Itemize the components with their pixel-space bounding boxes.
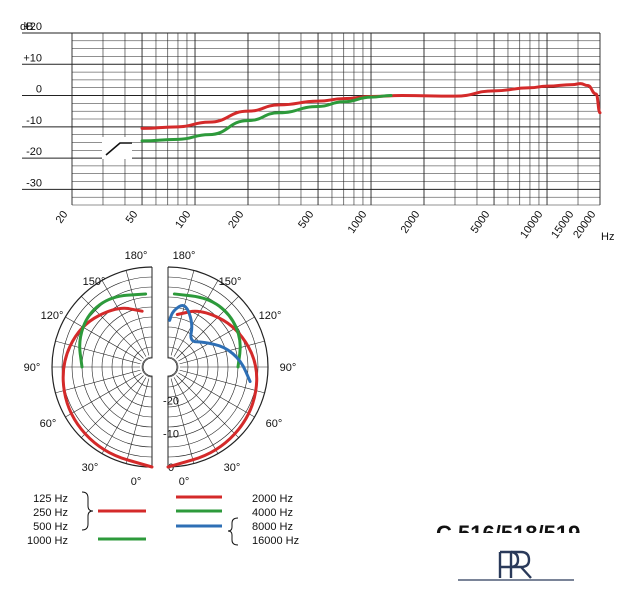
x-tick-label: 20000	[571, 209, 598, 241]
x-tick-label: 500	[296, 209, 316, 231]
x-tick-label: 50	[124, 209, 141, 226]
polar-pattern-chart: 180° 180° 150° 150° 120° 120° 90° 90° 60° 60° 30° 3…	[24, 250, 297, 488]
x-tick-label: 10000	[518, 209, 545, 241]
y-tick-label: -10	[26, 115, 42, 127]
polar-spoke	[101, 280, 147, 357]
polar-angle-label: 30°	[224, 462, 241, 474]
legend-brace-left	[81, 491, 94, 531]
polar-right-curve-2	[168, 304, 252, 383]
polar-right-half	[167, 266, 269, 468]
legend-label-right: 4000 Hz	[252, 507, 293, 519]
polar-right-curve-0	[166, 309, 259, 469]
polar-angle-label: 0°	[131, 476, 142, 488]
frequency-grid	[22, 32, 601, 206]
polar-angle-label: 120°	[259, 310, 282, 322]
x-tick-label: 20	[54, 209, 71, 226]
polar-spoke	[178, 372, 255, 418]
legend-label-left: 1000 Hz	[27, 535, 68, 547]
polar-angle-label: 180°	[173, 250, 196, 262]
x-axis-unit: Hz	[601, 231, 614, 243]
polar-angle-label: 90°	[24, 362, 41, 374]
x-tick-label: 100	[173, 209, 193, 231]
polar-angle-label: 90°	[280, 362, 297, 374]
polar-ring	[141, 356, 153, 378]
polar-spoke	[65, 316, 142, 362]
polar-radial-label: -20	[163, 395, 179, 407]
polar-spoke	[179, 369, 265, 394]
y-tick-label: -30	[26, 177, 42, 189]
polar-angle-label: 60°	[40, 418, 57, 430]
polar-gap-center	[152, 357, 168, 377]
legend-label-right: 8000 Hz	[252, 521, 293, 533]
branding: C 516/518/519	[430, 521, 600, 581]
x-tick-label: 1000	[346, 209, 370, 236]
legend-label-left: 125 Hz	[33, 493, 68, 505]
frequency-series-line-0	[140, 82, 602, 130]
polar-left-curve-1	[78, 292, 148, 369]
polar-spoke	[125, 270, 150, 356]
y-tick-label: 0	[36, 84, 42, 96]
polar-spoke	[176, 375, 239, 438]
y-tick-label: +20	[23, 21, 42, 33]
legend-label-right: 2000 Hz	[252, 493, 293, 505]
polar-angle-label: 0°	[179, 476, 190, 488]
polar-spoke	[101, 377, 147, 454]
polar-left-curve-0	[61, 306, 154, 469]
polar-left-half	[51, 266, 153, 468]
y-tick-label: -20	[26, 146, 42, 158]
low-cut-filter-icon	[102, 137, 132, 159]
polar-spoke	[81, 375, 144, 438]
title-mask	[430, 533, 600, 547]
frequency-response-chart: +20 +10 0 -10 -20 -30 dB 20 50 100 200 500 1000 2000 5…	[20, 21, 614, 243]
frequency-series-line-1	[140, 94, 393, 143]
polar-spoke	[55, 369, 141, 394]
x-tick-label: 5000	[469, 209, 493, 236]
legend-label-right: 16000 Hz	[252, 535, 299, 547]
akg-logo-icon	[458, 550, 574, 581]
x-tick-label: 200	[226, 209, 246, 231]
legend-label-left: 250 Hz	[33, 507, 68, 519]
polar-spoke	[170, 378, 195, 464]
y-tick-label: +10	[23, 52, 42, 64]
x-tick-label: 2000	[399, 209, 423, 236]
polar-angle-label: 150°	[83, 276, 106, 288]
polar-spoke	[173, 377, 219, 454]
polar-spoke	[178, 316, 255, 362]
polar-spoke	[81, 296, 144, 359]
polar-angle-label: 60°	[266, 418, 283, 430]
legend: 125 Hz 250 Hz 500 Hz 1000 Hz 2000 Hz 4000 Hz 8…	[27, 491, 299, 547]
polar-spoke	[176, 296, 239, 359]
polar-angle-label: 120°	[41, 310, 64, 322]
polar-angle-label: 180°	[125, 250, 148, 262]
polar-angle-label: 150°	[219, 276, 242, 288]
polar-spoke	[65, 372, 142, 418]
y-axis-label: dB	[20, 21, 33, 33]
legend-brace-right	[227, 517, 239, 546]
legend-label-left: 500 Hz	[33, 521, 68, 533]
polar-ring	[167, 356, 179, 378]
polar-angle-label: 30°	[82, 462, 99, 474]
polar-spoke	[179, 340, 265, 365]
polar-spoke	[173, 280, 219, 357]
polar-radial-label: -10	[163, 429, 179, 441]
polar-radial-label: 0	[168, 462, 174, 474]
polar-spoke	[125, 378, 150, 464]
